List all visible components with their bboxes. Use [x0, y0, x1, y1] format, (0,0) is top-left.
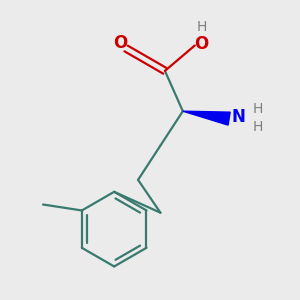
Text: H: H [196, 20, 206, 34]
Polygon shape [183, 111, 230, 125]
Text: O: O [114, 34, 128, 52]
Text: H: H [253, 120, 263, 134]
Text: O: O [194, 35, 208, 53]
Text: N: N [232, 108, 246, 126]
Text: H: H [253, 102, 263, 116]
